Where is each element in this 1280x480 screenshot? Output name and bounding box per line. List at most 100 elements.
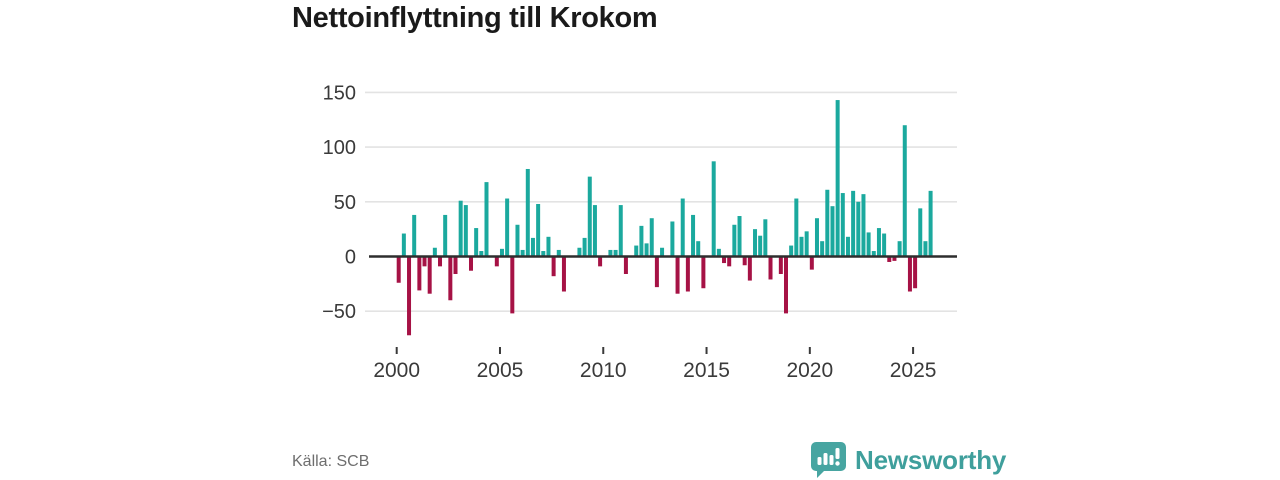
bar-2011-q4: [639, 225, 644, 257]
bar-2001-q4: [432, 247, 437, 257]
bar-2025-q4: [928, 190, 933, 257]
bar-2003-q2: [463, 205, 468, 257]
x-tick-label-2015: 2015: [683, 359, 730, 382]
bar-2025-q1: [913, 256, 918, 289]
bar-2001-q3: [427, 256, 432, 294]
bar-2025-q2: [918, 208, 923, 257]
bar-2003-q1: [458, 200, 463, 257]
bar-2000-q2: [401, 233, 406, 257]
bar-2016-q1: [727, 256, 732, 267]
bar-2016-q2: [732, 224, 737, 257]
x-tick-label-2010: 2010: [580, 359, 627, 382]
bar-2016-q4: [742, 256, 747, 266]
bar-2002-q1: [438, 256, 443, 267]
bar-2007-q3: [551, 256, 556, 277]
bar-2023-q4: [887, 256, 892, 262]
bar-2002-q3: [448, 256, 453, 301]
bar-2009-q4: [598, 256, 603, 267]
bar-2009-q2: [587, 176, 592, 257]
bar-2012-q2: [649, 218, 654, 257]
bar-2020-q3: [820, 241, 825, 257]
x-tick-label-2020: 2020: [786, 359, 833, 382]
bar-2022-q1: [851, 190, 856, 257]
bar-2001-q1: [417, 256, 422, 291]
bar-2006-q1: [520, 249, 525, 257]
bar-2012-q3: [654, 256, 659, 288]
bar-2010-q4: [618, 205, 623, 257]
bar-2005-q3: [510, 256, 515, 314]
newsworthy-logo-icon: [811, 442, 846, 478]
bar-2021-q4: [845, 236, 850, 257]
bar-2020-q1: [809, 256, 814, 270]
bar-2024-q4: [907, 256, 912, 292]
bar-2003-q3: [469, 256, 473, 271]
newsworthy-wordmark: Newsworthy: [855, 444, 1007, 475]
bar-2019-q1: [789, 245, 794, 257]
bar-2019-q4: [804, 231, 809, 257]
bar-2010-q2: [608, 249, 613, 257]
bar-2017-q1: [747, 256, 752, 281]
bar-2024-q2: [897, 241, 902, 257]
bar-2014-q2: [691, 214, 696, 257]
bar-2012-q1: [644, 243, 649, 257]
x-tick-label-2005: 2005: [477, 359, 524, 382]
bar-2006-q2: [525, 168, 530, 257]
bar-2022-q4: [866, 232, 871, 257]
bar-2005-q2: [505, 198, 510, 257]
bar-2012-q4: [660, 247, 665, 257]
bar-2008-q1: [561, 256, 566, 292]
bar-2013-q4: [680, 198, 685, 257]
bar-2014-q4: [701, 256, 706, 289]
bar-2006-q4: [536, 203, 541, 257]
bar-2023-q2: [876, 228, 881, 257]
source-label: Källa: SCB: [292, 453, 370, 470]
bar-2005-q4: [515, 224, 520, 257]
bar-2021-q2: [835, 100, 840, 257]
bar-2018-q4: [784, 256, 788, 314]
bar-2004-q2: [484, 182, 489, 257]
bar-2001-q2: [422, 256, 427, 267]
bar-2019-q3: [799, 236, 804, 257]
bar-2019-q2: [794, 198, 799, 257]
bar-2016-q3: [737, 216, 742, 257]
bar-2022-q2: [856, 201, 861, 257]
bar-2004-q4: [494, 256, 499, 267]
y-tick-label-50: 50: [334, 192, 356, 214]
bar-2021-q1: [830, 206, 835, 257]
y-tick-label-0: 0: [345, 247, 356, 269]
bar-2013-q3: [675, 256, 680, 294]
chart-title: Nettoinflyttning till Krokom: [292, 2, 658, 34]
bar-2005-q1: [499, 248, 504, 257]
bar-2018-q1: [768, 256, 773, 280]
y-tick-label-100: 100: [323, 137, 356, 159]
bar-2000-q1: [396, 256, 401, 283]
y-tick-label-150: 150: [323, 82, 356, 104]
bar-2015-q4: [722, 256, 727, 264]
bar-2013-q2: [670, 221, 675, 257]
x-tick-label-2000: 2000: [373, 359, 420, 382]
bar-2023-q1: [871, 251, 876, 257]
bar-2017-q4: [763, 219, 768, 257]
bar-2002-q4: [453, 256, 458, 274]
bar-2006-q3: [530, 237, 535, 257]
x-tick-label-2025: 2025: [890, 359, 937, 382]
bar-2007-q4: [556, 249, 561, 257]
bar-2004-q1: [479, 251, 484, 257]
newsworthy-logo: Newsworthy: [810, 440, 1006, 480]
bar-2015-q3: [716, 248, 721, 257]
bar-2000-q3: [407, 256, 412, 336]
bar-2007-q1: [541, 251, 546, 257]
bar-2008-q4: [577, 247, 582, 257]
bar-2011-q1: [623, 256, 628, 274]
bar-2024-q1: [892, 256, 897, 261]
bar-2024-q3: [902, 125, 907, 257]
y-tick-label--50: −50: [322, 301, 356, 323]
bar-2014-q3: [696, 241, 701, 257]
bar-2021-q3: [840, 193, 845, 257]
bar-2009-q1: [582, 237, 587, 257]
bar-2007-q2: [546, 236, 551, 257]
bar-2014-q1: [685, 256, 690, 292]
bar-2025-q3: [923, 241, 928, 257]
